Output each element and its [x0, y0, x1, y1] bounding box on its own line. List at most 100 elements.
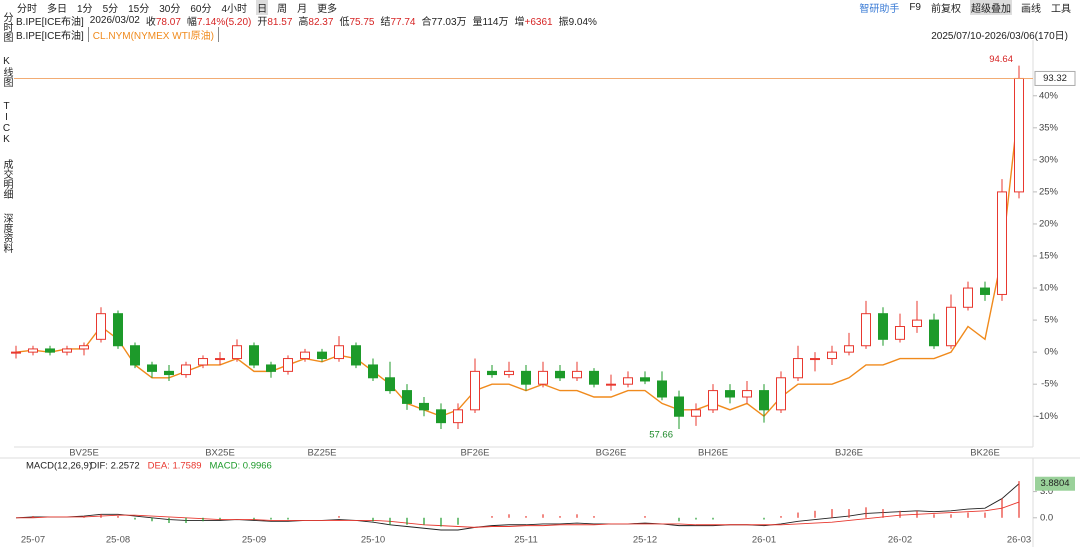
quote-value: 114万 — [482, 16, 509, 28]
candle-body — [453, 409, 463, 424]
macd-legend: DIF: 2.2572 — [90, 461, 140, 472]
candle-body — [606, 383, 616, 386]
macd-legend: MACD: 0.9966 — [210, 461, 272, 472]
quote-label: 结 — [380, 16, 391, 28]
quote-value: 81.57 — [267, 16, 293, 28]
quote-value: 75.75 — [349, 16, 375, 28]
date-range[interactable]: 2025/07/10-2026/03/06(170日) — [931, 28, 1068, 42]
y-tick-label: 5% — [1044, 315, 1058, 326]
candle-body — [912, 319, 922, 328]
candle-body — [793, 358, 803, 379]
period-button[interactable]: 月 — [297, 3, 308, 15]
tool-button[interactable]: 画线 — [1021, 3, 1041, 15]
candle-body — [266, 364, 276, 372]
period-button[interactable]: 1分 — [77, 3, 93, 15]
quote-label: 振 — [558, 16, 569, 28]
period-button[interactable]: 更多 — [317, 3, 338, 15]
candle-body — [487, 370, 497, 376]
period-button[interactable]: 60分 — [190, 3, 212, 15]
date-range-text: 2025/07/10-2026/03/06(170日) — [931, 30, 1068, 42]
candle-body — [810, 358, 820, 361]
period-button[interactable]: 4小时 — [221, 3, 248, 15]
candle-body — [759, 390, 769, 411]
candle-body — [963, 287, 973, 308]
quote-label: 收 — [145, 16, 156, 28]
candle-body — [385, 377, 395, 392]
y-tick-label: 15% — [1039, 251, 1059, 262]
candle-body — [691, 409, 701, 417]
candle-body — [283, 358, 293, 372]
side-tab[interactable]: TICK — [1, 101, 12, 145]
quote-field: 振9.04% — [559, 13, 597, 28]
quote-label: 高 — [298, 16, 309, 28]
quote-field: 开81.57 — [257, 13, 292, 28]
tool-button[interactable]: F9 — [909, 1, 921, 13]
candle-body — [504, 370, 514, 376]
candle-body — [589, 370, 599, 385]
candle-body — [538, 370, 548, 385]
x-tick-label: BJ26E — [835, 448, 863, 459]
x-tick-label: 25-09 — [242, 535, 266, 546]
candle-body — [742, 390, 752, 398]
candle-body — [572, 370, 582, 379]
period-bar: 分时 多日 1分 5分 15分 30分 60分 4小时日周月更多 — [16, 0, 338, 15]
period-button[interactable]: 日 — [256, 0, 269, 15]
candle-body — [980, 287, 990, 295]
quote-field: 增+6361 — [514, 13, 552, 28]
quote-value: 77.03万 — [431, 16, 467, 28]
candle-body — [708, 390, 718, 411]
symbol: B.IPE[ICE布油] — [16, 16, 84, 28]
x-tick-label: 25-12 — [633, 535, 657, 546]
candle-body — [997, 191, 1007, 295]
quote-label: 增 — [514, 16, 525, 28]
macd-marker-label: 3.8804 — [1040, 478, 1069, 489]
extreme-label: 94.64 — [989, 54, 1013, 65]
y-tick-label: -10% — [1036, 411, 1059, 422]
quote-label: 量 — [472, 16, 483, 28]
candle-body — [402, 390, 412, 404]
quote-field: 合77.03万 — [422, 13, 467, 28]
candle-body — [895, 326, 905, 340]
y-tick-label: 40% — [1039, 90, 1059, 101]
x-tick-label: 26-03 — [1007, 535, 1031, 546]
candle-body — [147, 364, 157, 372]
candle-body — [878, 313, 888, 340]
period-button[interactable]: 分时 — [17, 3, 37, 15]
y-tick-label: 25% — [1039, 186, 1059, 197]
x-tick-label: BH26E — [698, 448, 728, 459]
side-tab[interactable]: K线图 — [1, 56, 12, 87]
tool-button[interactable]: 前复权 — [931, 3, 961, 15]
candle-body — [725, 390, 735, 398]
period-button[interactable]: 15分 — [128, 3, 150, 15]
side-tab[interactable]: 成交明细 — [1, 159, 12, 199]
candle-body — [861, 313, 871, 347]
quote-label: 低 — [339, 16, 350, 28]
candle-body — [198, 358, 208, 366]
period-button[interactable]: 多日 — [47, 3, 67, 15]
period-button[interactable]: 30分 — [159, 3, 181, 15]
macd-line — [15, 483, 1020, 531]
candle-body — [11, 351, 21, 354]
macd-legend: DEA: 1.7589 — [148, 461, 202, 472]
candle-body — [657, 380, 667, 398]
tool-button[interactable]: 工具 — [1051, 3, 1071, 15]
macd-marker-box — [1035, 476, 1075, 491]
period-button[interactable]: 周 — [277, 3, 288, 15]
quote-field: 幅7.14%(5.20) — [187, 13, 251, 28]
candle-body — [249, 345, 259, 366]
x-tick-label: 25-08 — [106, 535, 130, 546]
period-button[interactable]: 5分 — [102, 3, 119, 15]
side-tab[interactable]: 分时图 — [1, 12, 12, 42]
candle-body — [317, 351, 327, 360]
candle-body — [555, 370, 565, 379]
y-tick-label: 35% — [1039, 122, 1059, 133]
x-tick-label: 26-02 — [888, 535, 912, 546]
quote-value: 77.74 — [390, 16, 416, 28]
candle-body — [946, 306, 956, 347]
side-tab[interactable]: 深度资料 — [1, 213, 12, 253]
x-tick-label: BG26E — [596, 448, 627, 459]
tool-button[interactable]: 智研助手 — [859, 3, 900, 15]
quote-field: 结77.74 — [380, 13, 415, 28]
candle-body — [232, 345, 242, 360]
tool-button[interactable]: 超级叠加 — [970, 0, 1012, 15]
